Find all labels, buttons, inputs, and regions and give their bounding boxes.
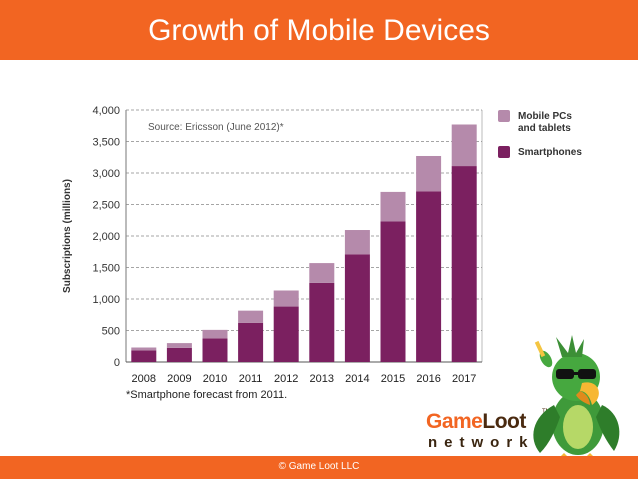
title-bar: Growth of Mobile Devices (0, 0, 638, 60)
bar-mobile-pcs-2010 (202, 329, 228, 339)
bar-mobile-pcs-2009 (166, 343, 192, 348)
bar-mobile-pcs-2014 (344, 230, 370, 255)
legend-label-1: Smartphones (518, 147, 582, 158)
legend-swatch-1 (498, 146, 510, 158)
y-tick-label: 1,000 (92, 294, 120, 306)
x-tick-label-2016: 2016 (416, 373, 440, 385)
legend-label-0: Mobile PCs and tablets (518, 111, 572, 134)
bar-mobile-pcs-2012 (273, 290, 299, 307)
bar-mobile-pcs-2013 (309, 263, 335, 283)
x-tick-label-2011: 2011 (239, 373, 263, 385)
y-axis-label: Subscriptions (millions) (62, 179, 73, 293)
x-tick-label-2017: 2017 (452, 373, 476, 385)
bar-mobile-pcs-2016 (416, 155, 442, 192)
x-tick-label-2014: 2014 (345, 373, 369, 385)
bar-mobile-pcs-2011 (238, 310, 264, 323)
x-tick-label-2015: 2015 (381, 373, 405, 385)
legend-swatch-0 (498, 110, 510, 122)
y-tick-label: 2,500 (92, 200, 120, 212)
bar-smartphones-2012 (273, 306, 299, 362)
bar-smartphones-2017 (451, 166, 477, 362)
logo-wordmark: GameLoot (426, 410, 526, 434)
y-tick-label: 3,500 (92, 137, 120, 149)
x-tick-label-2008: 2008 (132, 373, 156, 385)
bar-mobile-pcs-2017 (451, 124, 477, 167)
bar-smartphones-2010 (202, 338, 228, 362)
bar-mobile-pcs-2008 (131, 347, 157, 351)
footer-bar: © Game Loot LLC (0, 456, 638, 479)
x-tick-label-2010: 2010 (203, 373, 227, 385)
bar-smartphones-2011 (238, 322, 264, 362)
x-tick-label-2012: 2012 (274, 373, 298, 385)
logo-subtitle: network (428, 434, 535, 451)
bar-smartphones-2013 (309, 282, 335, 362)
gameloot-logo: GameLoot TM network (424, 409, 554, 452)
source-annotation: Source: Ericsson (June 2012)* (148, 122, 284, 133)
bar-smartphones-2009 (166, 347, 192, 362)
bar-mobile-pcs-2015 (380, 191, 406, 222)
bar-smartphones-2015 (380, 221, 406, 362)
y-tick-label: 0 (114, 357, 120, 369)
logo-wordmark-game: Game (426, 410, 483, 433)
footnote: *Smartphone forecast from 2011. (126, 389, 287, 401)
logo-wordmark-loot: Loot (482, 410, 526, 433)
slide-title: Growth of Mobile Devices (148, 14, 490, 47)
y-tick-label: 4,000 (92, 105, 120, 117)
copyright-text: © Game Loot LLC (278, 461, 360, 472)
bar-smartphones-2014 (344, 254, 370, 362)
x-tick-label-2009: 2009 (167, 373, 191, 385)
y-tick-label: 1,500 (92, 263, 120, 275)
bar-smartphones-2008 (131, 350, 157, 362)
y-tick-label: 3,000 (92, 168, 120, 180)
parrot-mascot-icon (533, 335, 620, 459)
bar-smartphones-2016 (416, 191, 442, 362)
x-tick-label-2013: 2013 (310, 373, 334, 385)
y-tick-label: 2,000 (92, 231, 120, 243)
y-tick-label: 500 (102, 326, 120, 338)
